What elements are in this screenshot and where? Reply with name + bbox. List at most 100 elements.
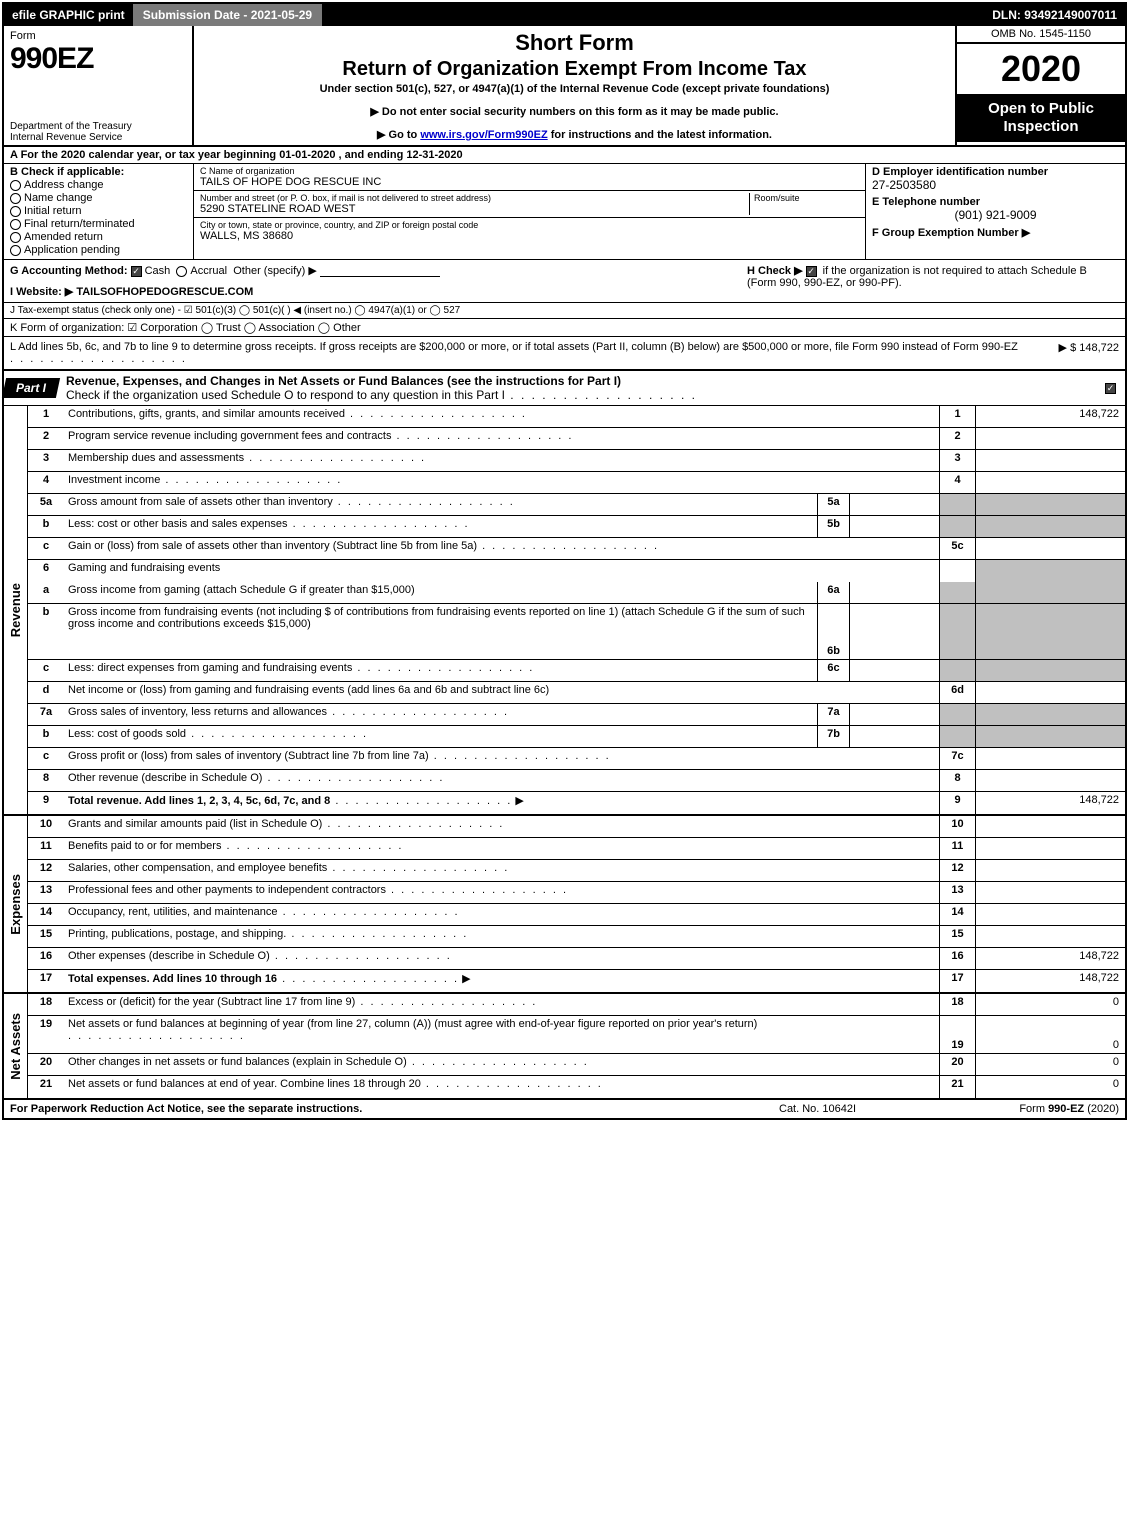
tax-exempt-status: J Tax-exempt status (check only one) - ☑… [10, 305, 460, 316]
netassets-vlabel: Net Assets [4, 994, 28, 1098]
line-6c: cLess: direct expenses from gaming and f… [28, 660, 1125, 682]
row-j: J Tax-exempt status (check only one) - ☑… [4, 303, 1125, 319]
irs-link[interactable]: www.irs.gov/Form990EZ [420, 129, 547, 141]
footer-right: Form 990-EZ (2020) [939, 1103, 1119, 1115]
g-label: G Accounting Method: [10, 265, 128, 277]
line-4: 4Investment income4 [28, 472, 1125, 494]
short-form-title: Short Form [202, 30, 947, 56]
line-16: 16Other expenses (describe in Schedule O… [28, 948, 1125, 970]
line-6: 6Gaming and fundraising events [28, 560, 1125, 582]
group-row: F Group Exemption Number ▶ [866, 224, 1125, 259]
line-8: 8Other revenue (describe in Schedule O)8 [28, 770, 1125, 792]
ein-label: D Employer identification number [872, 166, 1119, 178]
line-12: 12Salaries, other compensation, and empl… [28, 860, 1125, 882]
netassets-lines: 18Excess or (deficit) for the year (Subt… [28, 994, 1125, 1098]
row-l-text: L Add lines 5b, 6c, and 7b to line 9 to … [10, 341, 1018, 353]
h-label: H Check ▶ [747, 265, 803, 277]
line-5a: 5aGross amount from sale of assets other… [28, 494, 1125, 516]
box-b: B Check if applicable: Address change Na… [4, 164, 194, 259]
chk-application-pending[interactable]: Application pending [10, 244, 187, 256]
expenses-lines: 10Grants and similar amounts paid (list … [28, 816, 1125, 992]
form-number: 990EZ [10, 42, 186, 76]
line-15: 15Printing, publications, postage, and s… [28, 926, 1125, 948]
part-i-title: Revenue, Expenses, and Changes in Net As… [66, 371, 1105, 405]
submission-date: Submission Date - 2021-05-29 [133, 4, 322, 26]
line-6d: dNet income or (loss) from gaming and fu… [28, 682, 1125, 704]
tel-label: E Telephone number [872, 196, 1119, 208]
org-name-row: C Name of organization TAILS OF HOPE DOG… [194, 164, 865, 191]
omb-number: OMB No. 1545-1150 [957, 26, 1125, 44]
row-l: L Add lines 5b, 6c, and 7b to line 9 to … [4, 337, 1125, 371]
irs-line: Internal Revenue Service [10, 132, 186, 143]
line-11: 11Benefits paid to or for members11 [28, 838, 1125, 860]
tel-value: (901) 921-9009 [872, 208, 1119, 222]
row-g: G Accounting Method: ✓Cash Accrual Other… [10, 264, 739, 298]
chk-initial-return[interactable]: Initial return [10, 205, 187, 217]
cash-checkbox[interactable]: ✓ [131, 266, 142, 277]
line-1: 1Contributions, gifts, grants, and simil… [28, 406, 1125, 428]
group-label: F Group Exemption Number ▶ [872, 226, 1119, 239]
street-label: Number and street (or P. O. box, if mail… [200, 193, 749, 203]
line-17: 17Total expenses. Add lines 10 through 1… [28, 970, 1125, 992]
other-input[interactable] [320, 265, 440, 277]
line-6a: aGross income from gaming (attach Schedu… [28, 582, 1125, 604]
top-bar: efile GRAPHIC print Submission Date - 20… [4, 4, 1125, 26]
dept-line: Department of the Treasury [10, 121, 186, 132]
ein-row: D Employer identification number 27-2503… [866, 164, 1125, 194]
accrual-checkbox[interactable] [176, 266, 187, 277]
chk-address-change[interactable]: Address change [10, 179, 187, 191]
form-page: efile GRAPHIC print Submission Date - 20… [2, 2, 1127, 1120]
netassets-section: Net Assets 18Excess or (deficit) for the… [4, 994, 1125, 1100]
line-7a: 7aGross sales of inventory, less returns… [28, 704, 1125, 726]
line-14: 14Occupancy, rent, utilities, and mainte… [28, 904, 1125, 926]
other-label: Other (specify) ▶ [233, 265, 317, 277]
line-3: 3Membership dues and assessments3 [28, 450, 1125, 472]
street-row: Number and street (or P. O. box, if mail… [194, 191, 865, 218]
revenue-vlabel: Revenue [4, 406, 28, 814]
calendar-year-line: A For the 2020 calendar year, or tax yea… [4, 147, 1125, 164]
line-5b: bLess: cost or other basis and sales exp… [28, 516, 1125, 538]
line-21: 21Net assets or fund balances at end of … [28, 1076, 1125, 1098]
row-gh: G Accounting Method: ✓Cash Accrual Other… [4, 260, 1125, 303]
city-label: City or town, state or province, country… [200, 220, 859, 230]
box-b-title: B Check if applicable: [10, 166, 187, 178]
chk-name-change[interactable]: Name change [10, 192, 187, 204]
form-of-org: K Form of organization: ☑ Corporation ◯ … [10, 321, 361, 334]
street-value: 5290 STATELINE ROAD WEST [200, 203, 749, 215]
part-i-check[interactable]: ✓ [1105, 381, 1125, 395]
efile-label[interactable]: efile GRAPHIC print [4, 4, 133, 26]
cash-label: Cash [145, 265, 171, 277]
form-title: Return of Organization Exempt From Incom… [202, 58, 947, 81]
org-name-value: TAILS OF HOPE DOG RESCUE INC [200, 176, 859, 188]
h-checkbox[interactable]: ✓ [806, 266, 817, 277]
revenue-section: Revenue 1Contributions, gifts, grants, a… [4, 406, 1125, 816]
line-9: 9Total revenue. Add lines 1, 2, 3, 4, 5c… [28, 792, 1125, 814]
city-value: WALLS, MS 38680 [200, 230, 859, 242]
row-l-amount: ▶ $ 148,722 [1059, 341, 1119, 354]
line-13: 13Professional fees and other payments t… [28, 882, 1125, 904]
part-i-header: Part I Revenue, Expenses, and Changes in… [4, 371, 1125, 406]
warn-line: ▶ Do not enter social security numbers o… [202, 105, 947, 118]
org-name-label: C Name of organization [200, 166, 859, 176]
topbar-spacer [322, 4, 984, 26]
treasury-text: Department of the Treasury Internal Reve… [10, 121, 186, 143]
footer-left: For Paperwork Reduction Act Notice, see … [10, 1103, 779, 1115]
chk-amended-return[interactable]: Amended return [10, 231, 187, 243]
website-value: I Website: ▶ TAILSOFHOPEDOGRESCUE.COM [10, 286, 253, 298]
line-18: 18Excess or (deficit) for the year (Subt… [28, 994, 1125, 1016]
line-5c: cGain or (loss) from sale of assets othe… [28, 538, 1125, 560]
open-inspection: Open to Public Inspection [957, 94, 1125, 142]
tel-row: E Telephone number (901) 921-9009 [866, 194, 1125, 224]
form-header: Form 990EZ Department of the Treasury In… [4, 26, 1125, 147]
dln-label: DLN: 93492149007011 [984, 4, 1125, 26]
form-word: Form [10, 30, 186, 42]
line-20: 20Other changes in net assets or fund ba… [28, 1054, 1125, 1076]
chk-final-return[interactable]: Final return/terminated [10, 218, 187, 230]
line-10: 10Grants and similar amounts paid (list … [28, 816, 1125, 838]
expenses-vlabel: Expenses [4, 816, 28, 992]
box-d: D Employer identification number 27-2503… [865, 164, 1125, 259]
line-6b: bGross income from fundraising events (n… [28, 604, 1125, 660]
part-i-title-text: Revenue, Expenses, and Changes in Net As… [66, 374, 621, 388]
tax-year: 2020 [957, 44, 1125, 94]
goto-line: ▶ Go to www.irs.gov/Form990EZ for instru… [202, 128, 947, 141]
